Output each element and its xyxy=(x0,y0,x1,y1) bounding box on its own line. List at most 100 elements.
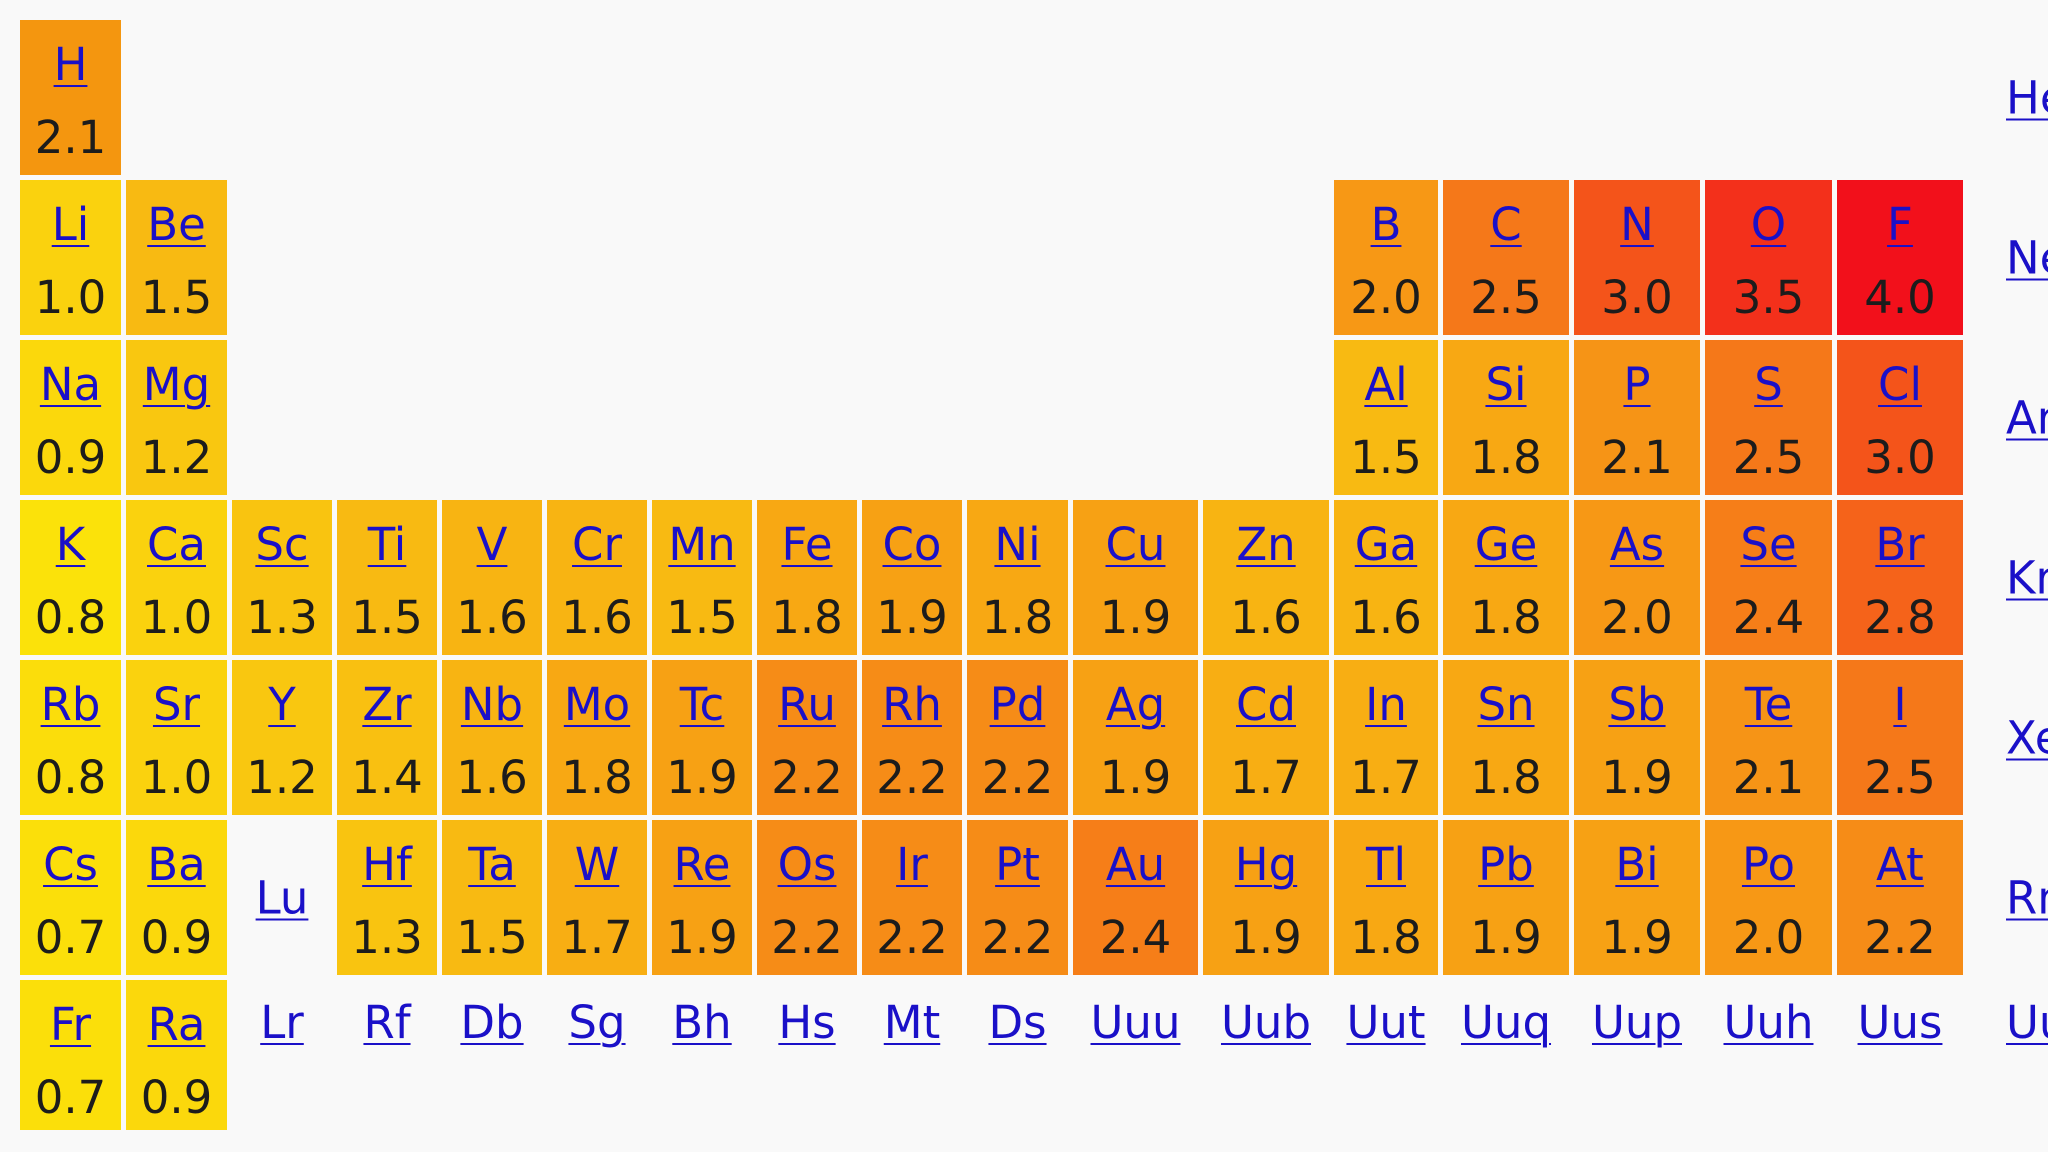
element-symbol-link[interactable]: H xyxy=(53,38,88,91)
element-cell-po: Po 2.0 xyxy=(1705,820,1832,975)
element-symbol-link[interactable]: Os xyxy=(777,838,837,891)
element-symbol-link[interactable]: Fr xyxy=(49,998,92,1051)
element-symbol-link[interactable]: Uuo xyxy=(2006,996,2048,1049)
element-symbol-link[interactable]: Ir xyxy=(896,838,928,891)
element-symbol-link[interactable]: Pd xyxy=(989,678,1046,731)
element-symbol-link[interactable]: Bh xyxy=(672,996,732,1049)
element-symbol-link[interactable]: B xyxy=(1370,198,1402,251)
element-symbol-link[interactable]: Sg xyxy=(568,996,626,1049)
element-symbol-link[interactable]: Uub xyxy=(1220,996,1312,1049)
element-symbol-link[interactable]: Xe xyxy=(2006,711,2048,764)
element-symbol-link[interactable]: O xyxy=(1750,198,1787,251)
element-symbol-link[interactable]: Hf xyxy=(362,838,412,891)
element-symbol-link[interactable]: Nb xyxy=(460,678,524,731)
element-symbol-link[interactable]: Uuu xyxy=(1090,996,1181,1049)
element-symbol-link[interactable]: Po xyxy=(1741,838,1796,891)
element-symbol-link[interactable]: Uuq xyxy=(1460,996,1552,1049)
element-symbol-link[interactable]: Ra xyxy=(147,998,206,1051)
element-symbol-link[interactable]: As xyxy=(1609,518,1665,571)
element-symbol-link[interactable]: I xyxy=(1893,678,1907,731)
element-symbol-link[interactable]: Ba xyxy=(147,838,206,891)
element-symbol-link[interactable]: Rb xyxy=(40,678,101,731)
element-symbol-link[interactable]: Db xyxy=(460,996,524,1049)
element-symbol-link[interactable]: Sc xyxy=(255,518,309,571)
element-symbol-link[interactable]: Na xyxy=(39,358,102,411)
element-symbol-link[interactable]: Ag xyxy=(1105,678,1166,731)
element-symbol-link[interactable]: Ti xyxy=(367,518,407,571)
element-symbol-link[interactable]: K xyxy=(55,518,86,571)
element-cell-se: Se 2.4 xyxy=(1705,500,1832,655)
element-symbol-link[interactable]: Be xyxy=(147,198,206,251)
electronegativity-value: 3.5 xyxy=(1732,271,1805,324)
element-symbol-link[interactable]: Zr xyxy=(362,678,412,731)
element-symbol-link[interactable]: Cu xyxy=(1105,518,1166,571)
element-cell-sr: Sr 1.0 xyxy=(126,660,227,815)
element-symbol-link[interactable]: Mo xyxy=(563,678,631,731)
element-cell-ge: Ge 1.8 xyxy=(1443,500,1569,655)
element-symbol-link[interactable]: Lr xyxy=(260,996,304,1049)
element-symbol-link[interactable]: Ta xyxy=(468,838,516,891)
element-symbol-link[interactable]: Cr xyxy=(572,518,622,571)
element-symbol-link[interactable]: P xyxy=(1623,358,1651,411)
element-symbol-link[interactable]: Cs xyxy=(43,838,98,891)
element-symbol-link[interactable]: W xyxy=(574,838,620,891)
element-cell-uuq: Uuq xyxy=(1443,980,1569,1130)
element-symbol-link[interactable]: Kr xyxy=(2006,551,2048,604)
element-symbol-link[interactable]: Ca xyxy=(147,518,206,571)
element-symbol-link[interactable]: Fe xyxy=(781,518,833,571)
element-symbol-link[interactable]: Co xyxy=(882,518,942,571)
element-symbol-link[interactable]: Bi xyxy=(1615,838,1659,891)
element-symbol-link[interactable]: Lu xyxy=(255,871,309,924)
element-symbol-link[interactable]: In xyxy=(1365,678,1407,731)
element-cell-zr: Zr 1.4 xyxy=(337,660,437,815)
element-symbol-link[interactable]: Uuh xyxy=(1723,996,1814,1049)
element-symbol-link[interactable]: Cd xyxy=(1236,678,1296,731)
element-symbol-link[interactable]: Mt xyxy=(883,996,941,1049)
element-symbol-link[interactable]: He xyxy=(2006,71,2048,124)
element-symbol-link[interactable]: Uup xyxy=(1591,996,1683,1049)
element-cell-al: Al 1.5 xyxy=(1334,340,1438,495)
element-symbol-link[interactable]: At xyxy=(1876,838,1924,891)
element-symbol-link[interactable]: Uus xyxy=(1857,996,1943,1049)
element-symbol-link[interactable]: Ge xyxy=(1474,518,1538,571)
element-symbol-link[interactable]: Uut xyxy=(1346,996,1426,1049)
element-symbol-link[interactable]: Al xyxy=(1364,358,1408,411)
element-symbol-link[interactable]: Tc xyxy=(679,678,725,731)
element-symbol-link[interactable]: N xyxy=(1620,198,1654,251)
element-symbol-link[interactable]: F xyxy=(1887,198,1913,251)
element-symbol-link[interactable]: Cl xyxy=(1878,358,1922,411)
element-symbol-link[interactable]: Si xyxy=(1485,358,1527,411)
element-symbol-link[interactable]: Re xyxy=(673,838,731,891)
electronegativity-value: 0.7 xyxy=(34,911,107,964)
element-symbol-link[interactable]: S xyxy=(1754,358,1783,411)
element-symbol-link[interactable]: Hg xyxy=(1234,838,1298,891)
element-symbol-link[interactable]: Zn xyxy=(1236,518,1296,571)
element-symbol-link[interactable]: Pb xyxy=(1478,838,1534,891)
element-symbol-link[interactable]: Te xyxy=(1744,678,1793,731)
element-symbol-link[interactable]: Ds xyxy=(988,996,1047,1049)
element-symbol-link[interactable]: Pt xyxy=(995,838,1040,891)
element-symbol-link[interactable]: Y xyxy=(268,678,296,731)
element-symbol-link[interactable]: Sb xyxy=(1608,678,1666,731)
element-symbol-link[interactable]: Ga xyxy=(1354,518,1418,571)
element-symbol-link[interactable]: Hs xyxy=(778,996,836,1049)
element-symbol-link[interactable]: Ar xyxy=(2006,391,2048,444)
element-symbol-link[interactable]: Mg xyxy=(142,358,211,411)
element-symbol-link[interactable]: C xyxy=(1490,198,1522,251)
element-symbol-link[interactable]: Se xyxy=(1740,518,1797,571)
element-symbol-link[interactable]: Rn xyxy=(2006,871,2048,924)
element-symbol-link[interactable]: Li xyxy=(51,198,90,251)
element-symbol-link[interactable]: V xyxy=(476,518,508,571)
element-symbol-link[interactable]: Rf xyxy=(363,996,411,1049)
element-symbol-link[interactable]: Ru xyxy=(778,678,836,731)
element-cell-ti: Ti 1.5 xyxy=(337,500,437,655)
element-symbol-link[interactable]: Ne xyxy=(2006,231,2048,284)
element-symbol-link[interactable]: Br xyxy=(1875,518,1925,571)
element-symbol-link[interactable]: Mn xyxy=(668,518,736,571)
element-symbol-link[interactable]: Rh xyxy=(882,678,942,731)
element-symbol-link[interactable]: Sn xyxy=(1477,678,1535,731)
element-symbol-link[interactable]: Tl xyxy=(1366,838,1406,891)
element-symbol-link[interactable]: Au xyxy=(1105,838,1166,891)
element-symbol-link[interactable]: Ni xyxy=(994,518,1041,571)
element-symbol-link[interactable]: Sr xyxy=(152,678,201,731)
